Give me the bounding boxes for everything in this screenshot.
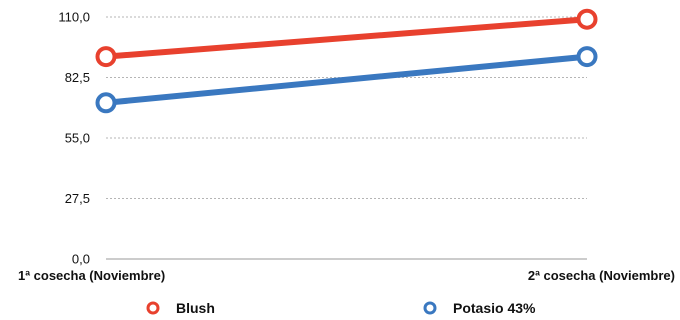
y-tick-label: 0,0 [72,252,90,267]
legend-marker-icon [146,301,160,315]
y-tick-label: 110,0 [58,10,90,25]
data-point [576,46,598,68]
legend-label: Blush [176,300,215,316]
legend-item: Blush [146,300,215,316]
legend-item: Potasio 43% [423,300,536,316]
series-0 [95,8,598,68]
data-point [576,8,598,30]
data-point [95,92,117,114]
x-category-label: 2ª cosecha (Noviembre) [528,268,675,283]
y-tick-label: 82,5 [65,70,90,85]
data-point [95,46,117,68]
x-axis: 1ª cosecha (Noviembre) 2ª cosecha (Noviem… [18,268,675,283]
legend-label: Potasio 43% [453,300,536,316]
x-category-label: 1ª cosecha (Noviembre) [18,268,165,283]
series-line [103,53,590,106]
y-tick-label: 27,5 [65,191,90,206]
legend: Blush Potasio 43% [146,300,536,316]
gridlines [106,16,587,260]
series-lines [95,8,598,114]
legend-marker-icon [423,301,437,315]
series-line [103,16,590,60]
y-tick-label: 55,0 [65,131,90,146]
series-1 [95,46,598,114]
y-axis: 0,0 27,5 55,0 82,5 110,0 [58,10,90,267]
